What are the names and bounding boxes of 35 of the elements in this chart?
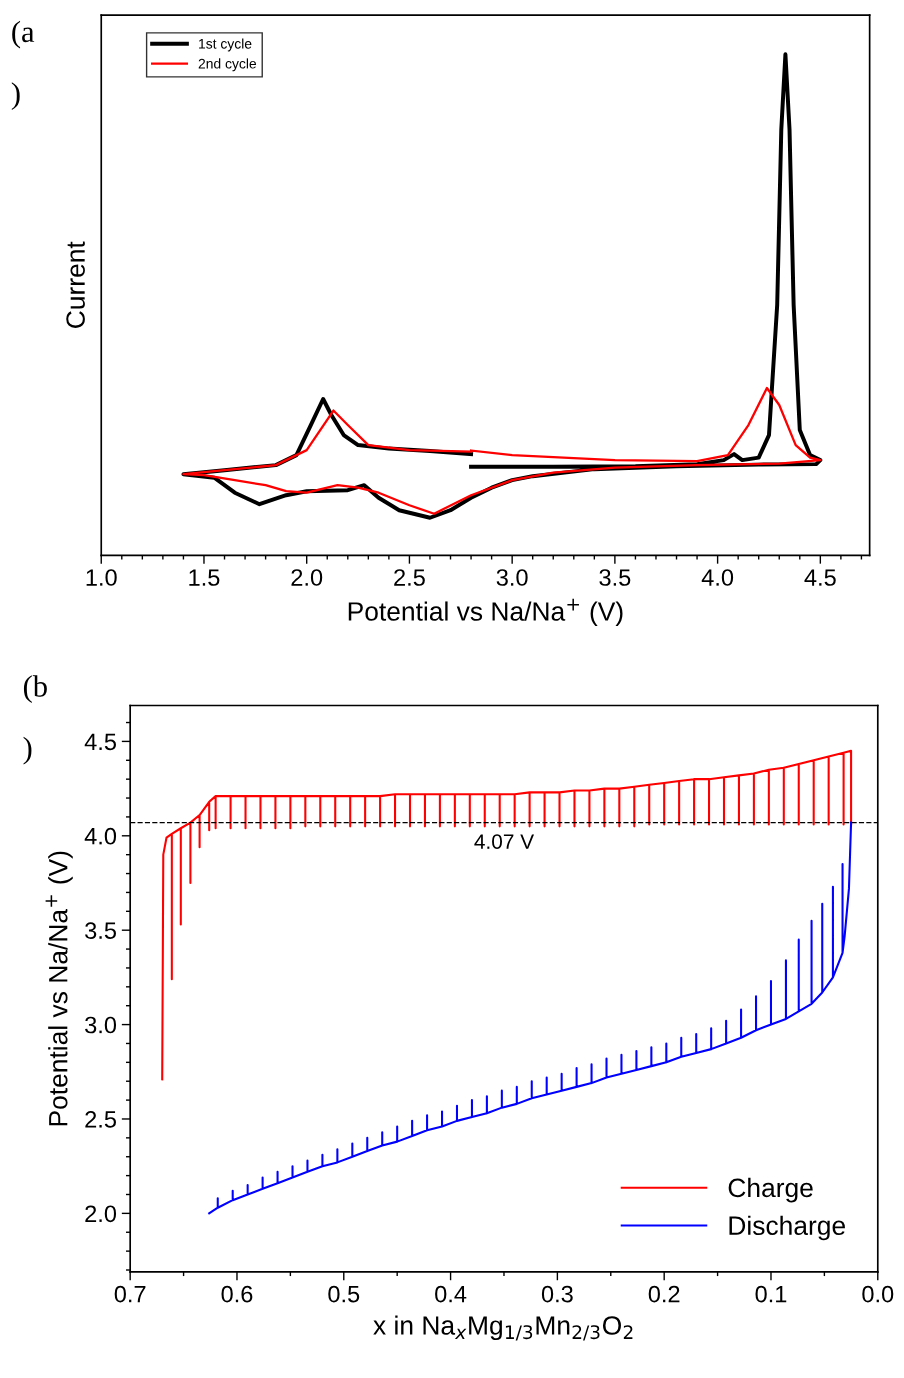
x-tick-label: 4.0 [701, 569, 734, 586]
y-tick-label: 2.5 [85, 1111, 116, 1128]
x-tick-label: 1.5 [189, 569, 220, 586]
text: (a ) [11, 20, 35, 111]
x-tick-label: 0.5 [328, 1285, 360, 1303]
y-tick-label: 3.5 [85, 922, 116, 939]
x-tick-label: 3.0 [496, 569, 528, 586]
x-tick-label: 2.0 [291, 569, 323, 586]
ref-line-label: 4.07 V [474, 834, 535, 849]
x-tick-label: 4.5 [804, 569, 836, 586]
y-tick-label: 2.0 [85, 1205, 117, 1223]
text: (b ) [23, 675, 47, 765]
y-tick-label: 4.5 [84, 733, 116, 751]
y-tick-label: 3.0 [85, 1016, 117, 1034]
x-tick-label: 0.3 [541, 1285, 573, 1303]
x-tick-label: 2.5 [394, 569, 425, 586]
x-tick-label: 0.0 [862, 1285, 894, 1303]
x-tick-label: 0.2 [648, 1285, 680, 1303]
legend-label: Charge [728, 1177, 813, 1203]
legend-label: 2nd cycle [198, 58, 257, 72]
y-axis-title: Current [66, 241, 85, 328]
y-tick-label: 4.0 [84, 827, 117, 845]
y-axis-title: Potential vs Na/Na$^{+}$ (V) [45, 851, 73, 1126]
x-tick-label: 1.0 [86, 569, 117, 586]
x-tick-label: 0.1 [755, 1285, 787, 1303]
x-axis-title: x in Na$_{x}$Mg$_{1/3}$Mn$_{2/3}$O$_{2}$ [373, 1315, 633, 1341]
line-series [208, 821, 853, 1215]
line-series [161, 749, 853, 1081]
x-tick-label: 0.7 [114, 1285, 146, 1303]
legend-label: Discharge [729, 1215, 845, 1241]
x-tick-label: 0.6 [221, 1285, 253, 1303]
x-axis-title: Potential vs Na/Na$^{+}$ (V) [348, 598, 623, 627]
x-tick-label: 3.5 [599, 569, 631, 586]
legend-label: 1st cycle [199, 38, 252, 52]
x-tick-label: 0.4 [435, 1285, 467, 1303]
